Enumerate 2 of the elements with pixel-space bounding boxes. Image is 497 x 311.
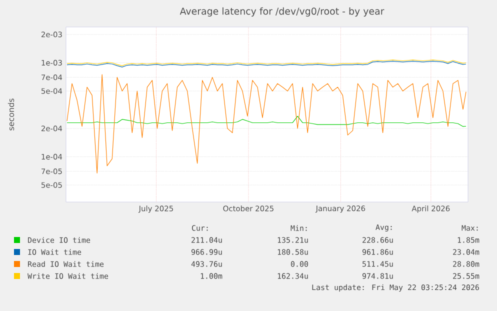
chart-title: Average latency for /dev/vg0/root - by year xyxy=(180,7,384,17)
line-series xyxy=(66,74,466,174)
